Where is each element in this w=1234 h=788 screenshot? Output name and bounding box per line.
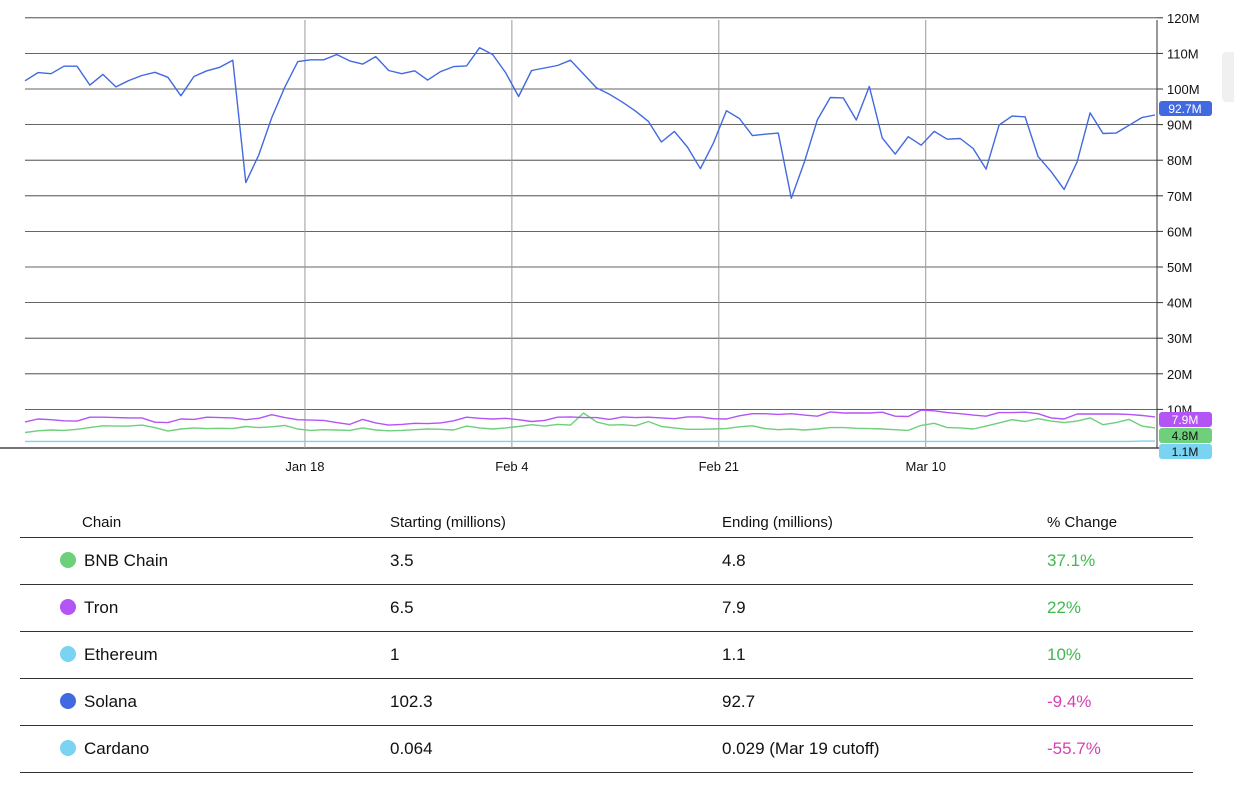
y-tick-label: 70M [1167,189,1192,204]
line-chart: 10M20M30M40M50M60M70M80M90M100M110M120MJ… [0,11,1212,474]
header-change: % Change [1047,508,1193,538]
chain-color-dot-icon [60,599,76,615]
chain-cell: Ethereum [20,631,390,679]
starting-value: 1 [390,631,722,679]
chain-cell: Tron [20,584,390,632]
table-header-row: Chain Starting (millions) Ending (millio… [20,508,1193,538]
end-value-label: 4.8M [1172,429,1199,443]
table-row: Solana 102.3 92.7 -9.4% [20,678,1193,726]
ending-value: 92.7 [722,678,1047,726]
header-chain: Chain [20,508,390,538]
chart-series [24,47,1156,443]
table-row: Cardano 0.064 0.029 (Mar 19 cutoff) -55.7% [20,725,1193,773]
percent-change: -9.4% [1047,678,1193,726]
chain-color-dot-icon [60,740,76,756]
table-row: Tron 6.5 7.9 22% [20,584,1193,632]
x-tick-label: Feb 21 [699,459,739,474]
percent-change: 10% [1047,631,1193,679]
x-tick-label: Jan 18 [285,459,324,474]
chain-color-dot-icon [60,693,76,709]
chain-cell: Cardano [20,725,390,773]
end-value-badge [1159,412,1212,427]
y-tick-label: 20M [1167,367,1192,382]
chain-name: BNB Chain [84,551,169,570]
header-starting: Starting (millions) [390,508,722,538]
chain-summary-table: Chain Starting (millions) Ending (millio… [20,508,1193,773]
chain-name: Cardano [84,739,150,758]
ending-value: 1.1 [722,631,1047,679]
ending-value: 4.8 [722,537,1047,585]
percent-change: -55.7% [1047,725,1193,773]
starting-value: 3.5 [390,537,722,585]
table-row: Ethereum 1 1.1 10% [20,631,1193,679]
chain-name: Tron [84,598,119,617]
end-value-badge [1159,444,1212,459]
header-ending: Ending (millions) [722,508,1047,538]
end-value-label: 1.1M [1172,445,1199,459]
percent-change: 22% [1047,584,1193,632]
chain-color-dot-icon [60,552,76,568]
starting-value: 6.5 [390,584,722,632]
y-tick-label: 80M [1167,153,1192,168]
starting-value: 0.064 [390,725,722,773]
chain-name: Ethereum [84,645,158,664]
y-tick-label: 110M [1167,46,1199,61]
y-tick-label: 30M [1167,331,1192,346]
table-row: BNB Chain 3.5 4.8 37.1% [20,537,1193,585]
side-panel-tab[interactable] [1222,52,1234,102]
series-line-solana [24,47,1156,200]
chart-labels: 10M20M30M40M50M60M70M80M90M100M110M120MJ… [285,11,1212,474]
ending-value: 7.9 [722,584,1047,632]
x-tick-label: Mar 10 [905,459,945,474]
end-value-badge [1159,428,1212,443]
percent-change: 37.1% [1047,537,1193,585]
y-tick-label: 50M [1167,260,1192,275]
y-tick-label: 60M [1167,224,1192,239]
y-tick-label: 100M [1167,82,1200,97]
y-tick-label: 90M [1167,118,1192,133]
y-tick-label: 120M [1167,11,1200,26]
end-value-badge [1159,101,1212,116]
x-tick-label: Feb 4 [495,459,528,474]
end-value-label: 92.7M [1168,102,1201,116]
end-value-label: 7.9M [1172,413,1199,427]
chart-grid [0,17,1163,449]
starting-value: 102.3 [390,678,722,726]
y-tick-label: 40M [1167,296,1192,311]
chain-color-dot-icon [60,646,76,662]
series-line-tron [24,409,1156,426]
ending-value: 0.029 (Mar 19 cutoff) [722,725,1047,773]
chain-cell: Solana [20,678,390,726]
chain-name: Solana [84,692,137,711]
chain-cell: BNB Chain [20,537,390,585]
